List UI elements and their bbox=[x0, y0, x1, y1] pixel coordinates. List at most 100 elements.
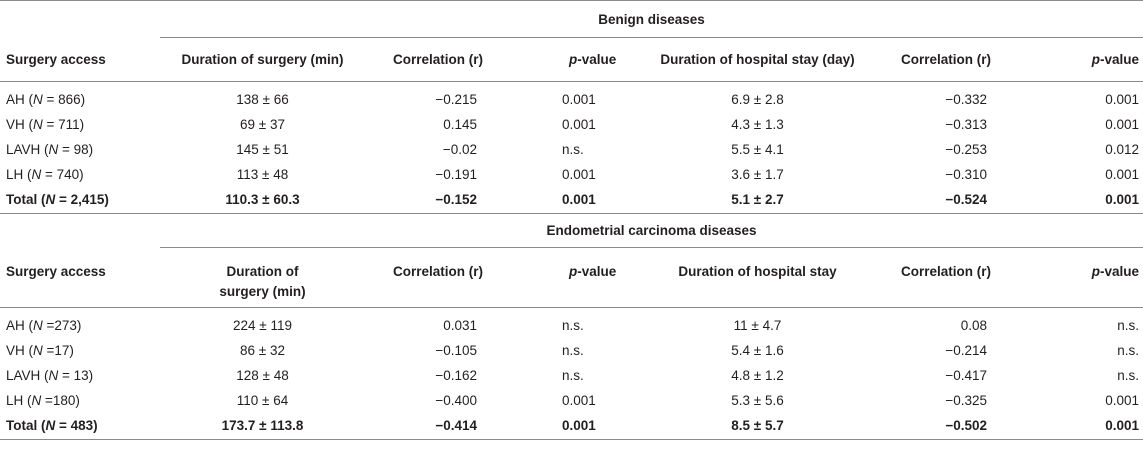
table-row: AH (N =273) 224 ± 119 0.031 n.s. 11 ± 4.… bbox=[0, 308, 1143, 338]
header-correlation: Correlation (r) bbox=[365, 247, 525, 308]
p-value-cell: 0.001 bbox=[1105, 116, 1140, 132]
table-row: LH (N = 740) 113 ± 48 −0.191 0.001 3.6 ±… bbox=[0, 162, 1143, 187]
table-row: LAVH (N = 13) 128 ± 48 −0.162 n.s. 4.8 ±… bbox=[0, 363, 1143, 388]
stay-cell: 5.1 ± 2.7 bbox=[635, 186, 880, 214]
header-surgery-access: Surgery access bbox=[0, 37, 160, 82]
p-value-cell: n.s. bbox=[1117, 342, 1140, 358]
p-value-cell: 0.001 bbox=[562, 92, 596, 108]
correlation-cell: −0.191 bbox=[435, 166, 477, 182]
p-value-cell: n.s. bbox=[562, 141, 584, 157]
p-value-cell: 0.001 bbox=[1105, 92, 1140, 108]
p-value-cell: 0.001 bbox=[562, 116, 596, 132]
header-duration-stay: Duration of hospital stay bbox=[635, 247, 880, 308]
duration-cell: 173.7 ± 113.8 bbox=[160, 412, 365, 440]
header-p-value: p-value bbox=[525, 37, 635, 82]
table-row: VH (N = 711) 69 ± 37 0.145 0.001 4.3 ± 1… bbox=[0, 112, 1143, 137]
correlation-cell: −0.524 bbox=[880, 186, 1035, 214]
correlation-cell: −0.332 bbox=[945, 92, 987, 108]
group-cell: Total (N = 483) bbox=[0, 412, 160, 440]
results-table: Benign diseases Surgery access Duration … bbox=[0, 0, 1143, 440]
p-value-cell: 0.001 bbox=[525, 412, 635, 440]
table-row: LAVH (N = 98) 145 ± 51 −0.02 n.s. 5.5 ± … bbox=[0, 137, 1143, 162]
header-p-value: p-value bbox=[1035, 37, 1143, 82]
correlation-cell: −0.414 bbox=[365, 412, 525, 440]
p-value-cell: 0.001 bbox=[562, 166, 596, 182]
section-title: Endometrial carcinoma diseases bbox=[160, 213, 1143, 248]
header-correlation: Correlation (r) bbox=[880, 247, 1035, 308]
group-cell: AH (N =273) bbox=[6, 318, 82, 334]
column-header-row: Surgery access Duration of surgery (min)… bbox=[0, 247, 1143, 308]
header-p-value: p-value bbox=[1035, 247, 1143, 308]
table-row: LH (N =180) 110 ± 64 −0.400 0.001 5.3 ± … bbox=[0, 388, 1143, 413]
stay-cell: 6.9 ± 2.8 bbox=[731, 92, 784, 108]
p-value-cell: n.s. bbox=[1117, 318, 1140, 334]
section-title: Benign diseases bbox=[160, 0, 1143, 38]
p-value-cell: n.s. bbox=[562, 318, 584, 334]
correlation-cell: −0.417 bbox=[945, 367, 987, 383]
p-value-cell: 0.001 bbox=[1035, 412, 1143, 440]
p-value-cell: 0.001 bbox=[525, 186, 635, 214]
correlation-cell: −0.152 bbox=[365, 186, 525, 214]
column-header-row: Surgery access Duration of surgery (min)… bbox=[0, 37, 1143, 82]
stay-cell: 3.6 ± 1.7 bbox=[731, 166, 784, 182]
correlation-cell: −0.310 bbox=[945, 166, 987, 182]
correlation-cell: 0.031 bbox=[443, 318, 477, 334]
section-title-row: Benign diseases bbox=[0, 0, 1143, 38]
stay-cell: 5.5 ± 4.1 bbox=[731, 141, 784, 157]
total-row: Total (N = 2,415) 110.3 ± 60.3 −0.152 0.… bbox=[0, 186, 1143, 214]
group-cell: LAVH (N = 13) bbox=[6, 367, 94, 383]
group-cell: LAVH (N = 98) bbox=[6, 141, 94, 157]
correlation-cell: −0.325 bbox=[945, 392, 987, 408]
group-cell: VH (N = 711) bbox=[6, 116, 85, 132]
duration-cell: 128 ± 48 bbox=[236, 367, 289, 383]
correlation-cell: −0.400 bbox=[435, 392, 477, 408]
header-correlation: Correlation (r) bbox=[880, 37, 1035, 82]
stay-cell: 4.3 ± 1.3 bbox=[731, 116, 784, 132]
p-value-cell: n.s. bbox=[1117, 367, 1140, 383]
correlation-cell: −0.105 bbox=[435, 342, 477, 358]
stay-cell: 4.8 ± 1.2 bbox=[731, 367, 784, 383]
duration-cell: 110.3 ± 60.3 bbox=[160, 186, 365, 214]
group-cell: AH (N = 866) bbox=[6, 92, 86, 108]
table-row: VH (N =17) 86 ± 32 −0.105 n.s. 5.4 ± 1.6… bbox=[0, 338, 1143, 363]
p-value-cell: 0.001 bbox=[562, 392, 596, 408]
correlation-cell: −0.215 bbox=[435, 92, 477, 108]
correlation-cell: −0.214 bbox=[945, 342, 987, 358]
p-value-cell: 0.001 bbox=[1105, 166, 1140, 182]
duration-cell: 69 ± 37 bbox=[240, 116, 285, 132]
header-duration-surgery: Duration of surgery (min) bbox=[160, 247, 365, 308]
stay-cell: 11 ± 4.7 bbox=[733, 318, 782, 334]
stay-cell: 5.4 ± 1.6 bbox=[731, 342, 784, 358]
p-value-cell: n.s. bbox=[562, 367, 584, 383]
p-value-cell: 0.001 bbox=[1035, 186, 1143, 214]
duration-cell: 138 ± 66 bbox=[236, 92, 289, 108]
correlation-cell: −0.162 bbox=[435, 367, 477, 383]
stay-cell: 5.3 ± 5.6 bbox=[731, 392, 784, 408]
correlation-cell: −0.253 bbox=[945, 141, 987, 157]
correlation-cell: −0.313 bbox=[945, 116, 987, 132]
table-row: AH (N = 866) 138 ± 66 −0.215 0.001 6.9 ±… bbox=[0, 82, 1143, 112]
group-cell: LH (N =180) bbox=[6, 392, 80, 408]
p-value-cell: 0.012 bbox=[1105, 141, 1140, 157]
group-cell: VH (N =17) bbox=[6, 342, 74, 358]
group-cell: Total (N = 2,415) bbox=[0, 186, 160, 214]
p-value-cell: 0.001 bbox=[1105, 392, 1140, 408]
duration-cell: 145 ± 51 bbox=[236, 141, 289, 157]
header-surgery-access: Surgery access bbox=[0, 247, 160, 308]
group-cell: LH (N = 740) bbox=[6, 166, 84, 182]
duration-cell: 224 ± 119 bbox=[233, 318, 292, 334]
p-value-cell: n.s. bbox=[562, 342, 584, 358]
correlation-cell: −0.02 bbox=[442, 141, 477, 157]
header-duration-surgery: Duration of surgery (min) bbox=[160, 37, 365, 82]
correlation-cell: 0.08 bbox=[960, 318, 987, 334]
correlation-cell: 0.145 bbox=[443, 116, 477, 132]
duration-cell: 113 ± 48 bbox=[236, 166, 289, 182]
correlation-cell: −0.502 bbox=[880, 412, 1035, 440]
header-correlation: Correlation (r) bbox=[365, 37, 525, 82]
duration-cell: 86 ± 32 bbox=[240, 342, 285, 358]
section-title-row: Endometrial carcinoma diseases bbox=[0, 213, 1143, 248]
stay-cell: 8.5 ± 5.7 bbox=[635, 412, 880, 440]
header-p-value: p-value bbox=[525, 247, 635, 308]
header-duration-stay: Duration of hospital stay (day) bbox=[635, 37, 880, 82]
duration-cell: 110 ± 64 bbox=[236, 392, 289, 408]
